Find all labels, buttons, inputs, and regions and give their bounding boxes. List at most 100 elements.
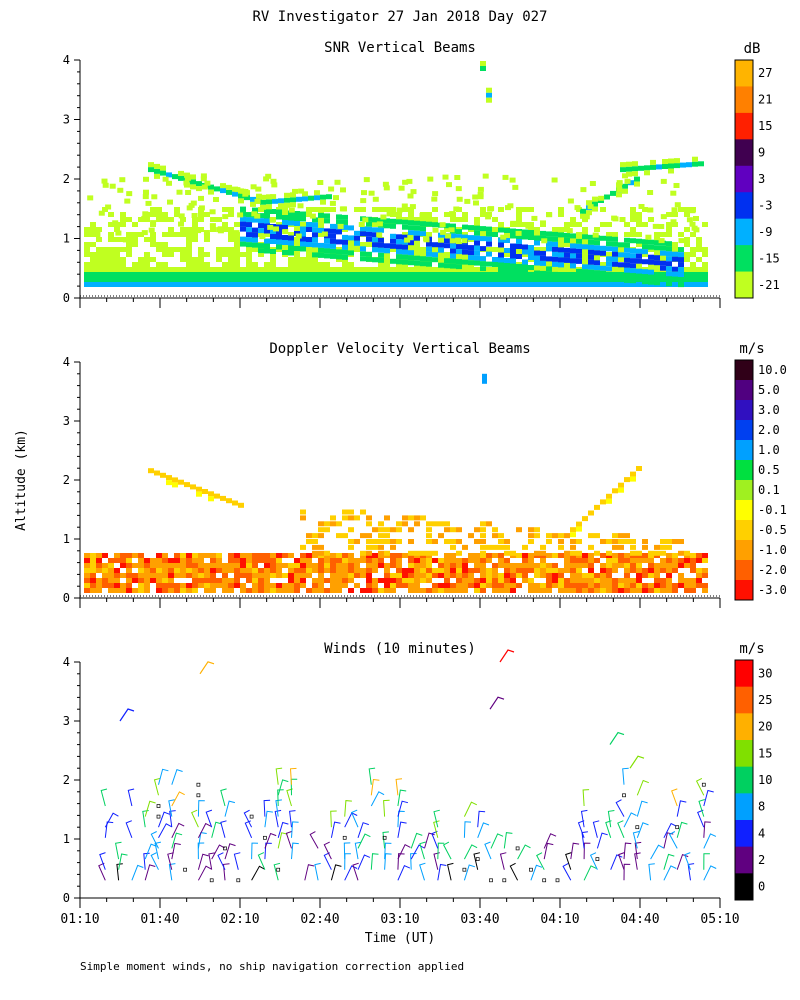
snr-cell [702, 222, 708, 227]
snr-cell [444, 223, 450, 229]
snr-cell [372, 277, 378, 282]
doppler-cell [342, 533, 348, 539]
snr-cell [318, 207, 324, 212]
snr-cell [328, 186, 335, 192]
doppler-cell [498, 563, 504, 568]
snr-cell [420, 267, 426, 272]
snr-cell [126, 272, 132, 277]
doppler-cell [342, 515, 348, 521]
colorbar-label-winds: 20 [758, 720, 772, 734]
snr-cell [510, 220, 517, 226]
snr-cell [312, 277, 318, 282]
panel-title-snr: SNR Vertical Beams [324, 40, 476, 56]
doppler-cell [636, 550, 642, 556]
snr-cell [234, 282, 240, 287]
doppler-cell [540, 563, 546, 568]
snr-cell [150, 220, 157, 226]
doppler-cell [306, 558, 312, 563]
snr-cell [636, 212, 642, 217]
doppler-cell [402, 573, 408, 578]
snr-cell [576, 232, 582, 237]
doppler-cell [438, 521, 444, 527]
doppler-cell [300, 578, 306, 583]
wind-barb [199, 661, 215, 675]
snr-cell [320, 194, 326, 200]
snr-cell [162, 267, 168, 272]
doppler-cell [678, 539, 684, 544]
snr-cell [200, 173, 207, 179]
snr-cell [180, 277, 186, 282]
snr-cell [402, 217, 408, 222]
colorbar-swatch-doppler [735, 420, 753, 441]
snr-cell [366, 267, 372, 272]
snr-cell [318, 282, 324, 287]
snr-cell [444, 277, 450, 282]
doppler-cell [180, 568, 186, 573]
doppler-cell [456, 568, 462, 573]
wind-barb [197, 800, 205, 817]
doppler-cell [666, 588, 672, 593]
snr-cell [600, 250, 606, 256]
snr-cell [256, 193, 262, 199]
snr-cell [297, 203, 304, 209]
snr-cell [306, 207, 312, 212]
snr-cell [168, 227, 174, 232]
doppler-cell [282, 588, 288, 593]
snr-cell [492, 262, 498, 267]
doppler-cell [144, 578, 150, 583]
doppler-cell [504, 544, 510, 550]
snr-cell [264, 272, 270, 277]
snr-cell [150, 237, 156, 242]
doppler-cell [666, 573, 672, 578]
snr-cell [376, 221, 383, 227]
doppler-cell [426, 539, 432, 544]
snr-cell [468, 282, 474, 287]
snr-cell [486, 92, 492, 98]
snr-cell [198, 247, 204, 252]
doppler-cell [294, 568, 300, 573]
snr-cell [492, 247, 498, 252]
doppler-cell [612, 588, 618, 593]
snr-cell [117, 187, 124, 193]
doppler-cell [138, 583, 144, 588]
snr-cell [678, 252, 684, 258]
doppler-cell [96, 558, 102, 563]
snr-cell [246, 237, 252, 243]
snr-cell [567, 198, 574, 204]
doppler-cell [318, 588, 324, 593]
doppler-cell [390, 539, 396, 544]
snr-cell [666, 261, 672, 267]
snr-cell [702, 267, 708, 272]
doppler-cell [624, 553, 630, 558]
doppler-cell [336, 578, 342, 583]
snr-cell [378, 207, 384, 212]
snr-cell [396, 259, 402, 265]
wind-barb [610, 854, 623, 870]
wind-barb [636, 779, 649, 796]
doppler-cell [672, 583, 678, 588]
snr-cell [318, 252, 324, 258]
snr-cell [214, 186, 220, 192]
snr-cell [288, 257, 294, 262]
doppler-cell [606, 558, 612, 563]
doppler-cell [348, 588, 354, 593]
doppler-cell [378, 588, 384, 593]
doppler-cell [456, 588, 462, 593]
wind-calm-marker [196, 793, 201, 798]
snr-cell [115, 230, 122, 236]
snr-cell [240, 206, 246, 212]
y-tick-label-winds: 0 [63, 891, 70, 905]
snr-cell [180, 272, 186, 277]
doppler-cell [360, 558, 366, 563]
snr-cell [226, 184, 232, 190]
snr-cell [362, 217, 369, 223]
doppler-cell [372, 553, 378, 558]
doppler-cell [594, 583, 600, 588]
snr-cell [348, 282, 354, 287]
snr-cell [444, 238, 450, 244]
doppler-cell [618, 544, 624, 550]
snr-cell [360, 282, 366, 287]
snr-cell [636, 217, 642, 222]
snr-cell [672, 266, 678, 272]
doppler-cell [522, 544, 528, 550]
